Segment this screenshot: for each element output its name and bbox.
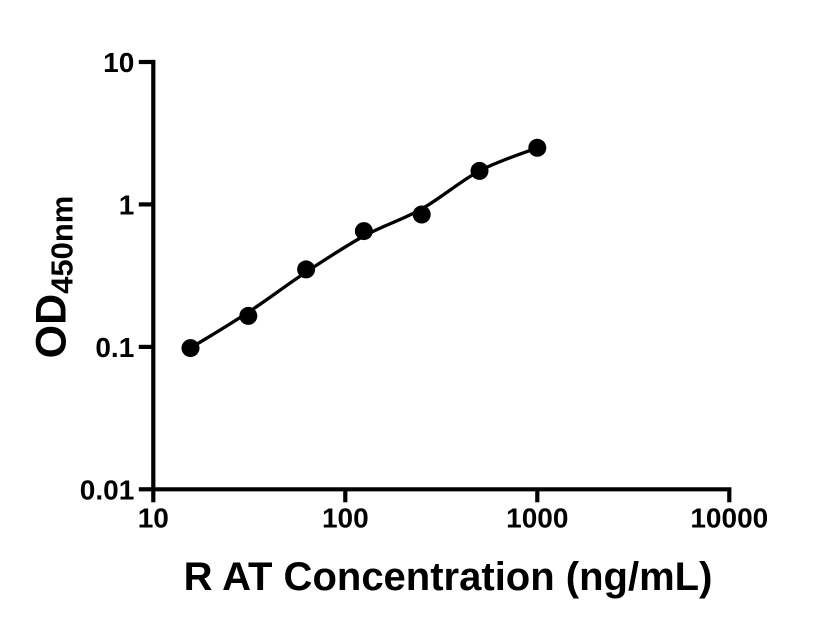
axes-frame	[151, 59, 732, 492]
y-axis-tick-label: 1	[119, 189, 135, 220]
data-point-marker	[181, 339, 200, 358]
x-axis-tick-label: 10	[138, 502, 169, 533]
y-axis-tick-label: 0.01	[80, 474, 135, 505]
x-axis-tick-label: 10000	[690, 502, 768, 533]
y-axis-title: OD450nm	[27, 196, 80, 359]
y-axis-title-subscript: 450nm	[44, 195, 80, 294]
y-axis-title-main: OD	[27, 293, 76, 359]
y-axis-tick-label: 10	[103, 47, 134, 78]
y-axis-tick-label: 0.1	[95, 332, 134, 363]
x-axis-title: R AT Concentration (ng/mL)	[183, 555, 713, 599]
data-point-marker	[354, 222, 373, 241]
data-point-marker	[239, 306, 258, 325]
data-point-marker	[528, 138, 547, 157]
data-point-marker	[412, 205, 431, 224]
data-point-marker	[470, 161, 489, 180]
x-axis-tick-label: 100	[322, 502, 369, 533]
x-axis-tick-label: 1000	[506, 502, 568, 533]
data-point-marker	[297, 260, 316, 279]
